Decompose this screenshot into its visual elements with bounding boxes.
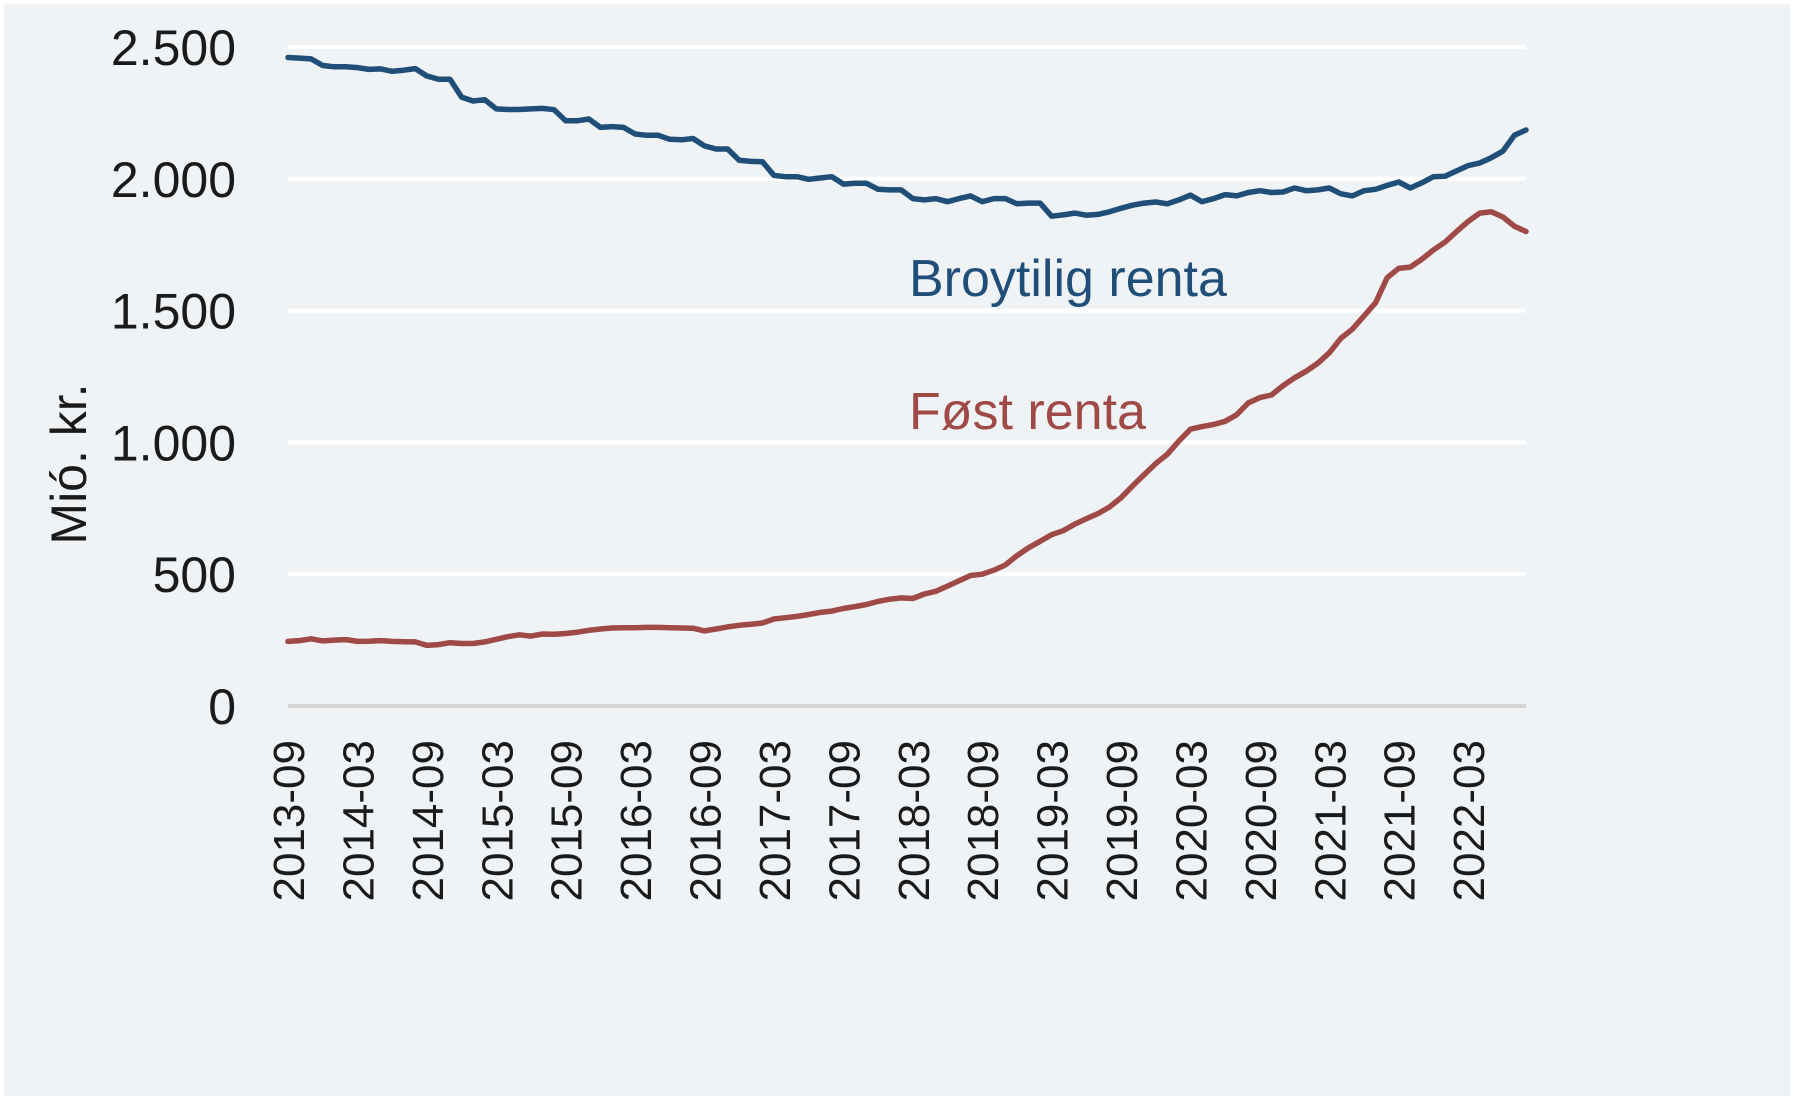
x-tick-label: 2013-09: [265, 740, 314, 901]
y-tick-label: 1.500: [111, 284, 236, 340]
x-tick-label: 2020-09: [1237, 740, 1286, 901]
x-tick-label: 2019-03: [1029, 740, 1078, 901]
y-tick-label: 2.000: [111, 152, 236, 208]
y-tick-label: 0: [208, 679, 236, 735]
series-label-fost-renta: Føst renta: [909, 383, 1146, 441]
y-axis-label: Mió. kr.: [41, 383, 97, 544]
y-axis-ticks: 0 500 1.000 1.500 2.000 2.500: [111, 20, 236, 735]
x-tick-label: 2014-09: [404, 740, 453, 901]
chart-area: 0 500 1.000 1.500 2.000 2.500 2013-09 2014-03 2…: [4, 4, 1790, 1096]
series-lines: [285, 54, 1529, 649]
series-label-broytilig-renta: Broytilig renta: [909, 250, 1227, 308]
series-annotations: Broytilig renta Føst renta: [909, 250, 1227, 441]
x-tick-label: 2021-03: [1306, 740, 1355, 901]
x-tick-label: 2021-09: [1376, 740, 1425, 901]
y-tick-label: 2.500: [111, 20, 236, 76]
y-tick-label: 1.000: [111, 415, 236, 471]
x-tick-label: 2020-03: [1167, 740, 1216, 901]
x-tick-label: 2015-09: [543, 740, 592, 901]
x-axis-ticks: 2013-09 2014-03 2014-09 2015-03 2015-09 2016-…: [265, 740, 1494, 901]
x-tick-label: 2022-03: [1445, 740, 1494, 901]
x-tick-label: 2017-09: [820, 740, 869, 901]
x-tick-label: 2014-03: [334, 740, 383, 901]
series-line-fost-renta: [285, 209, 1529, 649]
y-tick-label: 500: [153, 547, 236, 603]
x-tick-label: 2017-03: [751, 740, 800, 901]
gridlines: [288, 45, 1526, 708]
series-line-broytilig-renta: [285, 54, 1529, 219]
x-tick-label: 2015-03: [473, 740, 522, 901]
x-tick-label: 2016-09: [682, 740, 731, 901]
x-tick-label: 2019-09: [1098, 740, 1147, 901]
x-tick-label: 2016-03: [612, 740, 661, 901]
x-tick-label: 2018-03: [890, 740, 939, 901]
x-tick-label: 2018-09: [959, 740, 1008, 901]
